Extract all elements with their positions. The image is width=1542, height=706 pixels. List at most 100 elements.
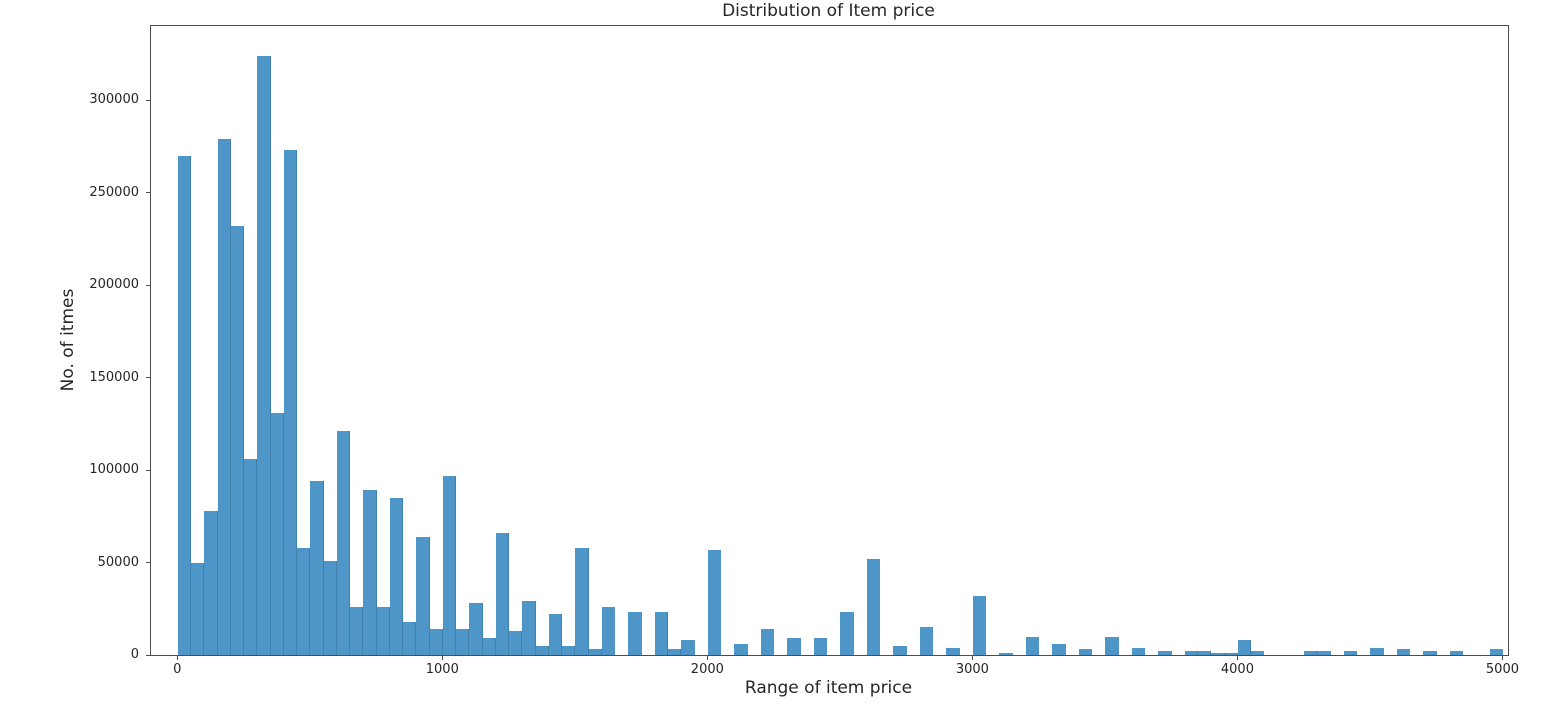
histogram-bar <box>1449 651 1464 655</box>
histogram-bar <box>1105 636 1119 655</box>
histogram-bar <box>1158 651 1172 655</box>
histogram-bar <box>310 481 324 655</box>
histogram-bar <box>429 629 443 655</box>
histogram-bar <box>442 475 457 655</box>
histogram-bar <box>363 490 377 655</box>
histogram-bar <box>1211 653 1225 655</box>
histogram-bar <box>297 547 311 655</box>
histogram-bar <box>1078 649 1093 655</box>
histogram-bar <box>204 510 218 655</box>
histogram-bar <box>1025 636 1040 655</box>
histogram-bar <box>482 638 496 655</box>
histogram-bar <box>813 638 828 655</box>
y-tick-mark <box>146 99 150 101</box>
histogram-bar <box>840 612 854 655</box>
y-tick-label: 200000 <box>89 277 139 292</box>
y-tick-label: 0 <box>130 647 139 662</box>
histogram-bar <box>336 431 351 655</box>
y-tick-label: 50000 <box>97 554 139 570</box>
histogram-bar <box>177 155 192 655</box>
histogram-bar <box>707 549 722 655</box>
histogram-bar <box>389 497 404 655</box>
histogram-bar <box>350 606 364 655</box>
histogram-bar <box>244 458 258 655</box>
x-tick-mark <box>1237 656 1239 660</box>
histogram-bar <box>217 138 231 655</box>
y-tick-mark <box>146 469 150 471</box>
histogram-bar <box>601 606 616 655</box>
histogram-bar <box>1423 651 1437 655</box>
histogram-bar <box>270 412 284 655</box>
y-tick-label: 100000 <box>89 462 139 477</box>
plot-area <box>150 25 1509 656</box>
histogram-bar <box>1198 651 1212 655</box>
histogram-bar <box>1184 651 1199 655</box>
histogram-bar <box>469 603 483 655</box>
x-tick-mark <box>707 656 709 660</box>
histogram-bar <box>1396 649 1411 655</box>
histogram-bar <box>893 645 907 655</box>
histogram-bar <box>283 149 298 655</box>
x-axis-label: Range of item price <box>744 678 913 698</box>
chart-title: Distribution of Item price <box>722 1 935 21</box>
y-axis-label: No. of itmes <box>58 288 78 392</box>
histogram-bar <box>588 649 602 655</box>
histogram-bar <box>1251 651 1265 655</box>
histogram-bar <box>575 547 589 655</box>
histogram-bar <box>403 621 417 655</box>
x-tick-mark <box>177 656 179 660</box>
y-tick-mark <box>146 654 150 656</box>
y-tick-mark <box>146 192 150 193</box>
x-tick-mark <box>972 656 974 660</box>
histogram-bar <box>456 629 470 655</box>
y-tick-label: 300000 <box>89 92 139 107</box>
x-tick-mark <box>442 656 444 660</box>
x-tick-label: 5000 <box>1485 662 1519 677</box>
histogram-bar <box>495 532 510 655</box>
histogram-bar <box>1224 653 1238 655</box>
histogram-bar <box>760 629 775 655</box>
x-tick-label: 3000 <box>955 662 989 677</box>
y-tick-label: 250000 <box>89 184 139 200</box>
histogram-bar <box>999 653 1013 655</box>
x-tick-label: 2000 <box>690 662 724 677</box>
histogram-bar <box>1237 640 1252 655</box>
x-tick-label: 0 <box>173 662 182 677</box>
x-tick-mark <box>1502 656 1504 660</box>
histogram-bar <box>230 225 245 655</box>
histogram-bar <box>972 595 987 655</box>
histogram-bar <box>1370 647 1384 655</box>
histogram-bar <box>522 601 536 655</box>
histogram-bar <box>734 643 748 655</box>
histogram-bar <box>257 55 271 655</box>
histogram-bar <box>946 647 960 655</box>
y-tick-label: 150000 <box>89 369 139 385</box>
histogram-bar <box>866 558 881 655</box>
histogram-bar <box>1317 651 1331 655</box>
histogram-bar <box>323 560 337 655</box>
histogram-bar <box>562 645 576 655</box>
y-tick-mark <box>146 284 150 286</box>
histogram-bar <box>654 612 669 655</box>
histogram-bar <box>509 630 523 655</box>
histogram-bar <box>1343 651 1358 655</box>
histogram-bar <box>416 536 430 655</box>
histogram-bar <box>787 638 801 655</box>
histogram-bar <box>1304 651 1318 655</box>
histogram-bar <box>628 612 642 655</box>
histogram-bar <box>376 606 390 655</box>
y-tick-mark <box>146 562 150 563</box>
histogram-bar <box>919 627 934 655</box>
histogram-bar <box>1052 643 1066 655</box>
histogram-bar <box>668 649 682 655</box>
histogram-bar <box>1489 649 1503 655</box>
histogram-bar <box>191 562 205 655</box>
histogram-bar <box>535 645 549 655</box>
histogram-bar <box>681 640 695 655</box>
x-tick-label: 1000 <box>425 662 459 677</box>
x-tick-label: 4000 <box>1220 662 1254 677</box>
y-tick-mark <box>146 377 150 378</box>
histogram-bar <box>548 614 563 655</box>
histogram-bar <box>1131 647 1146 655</box>
